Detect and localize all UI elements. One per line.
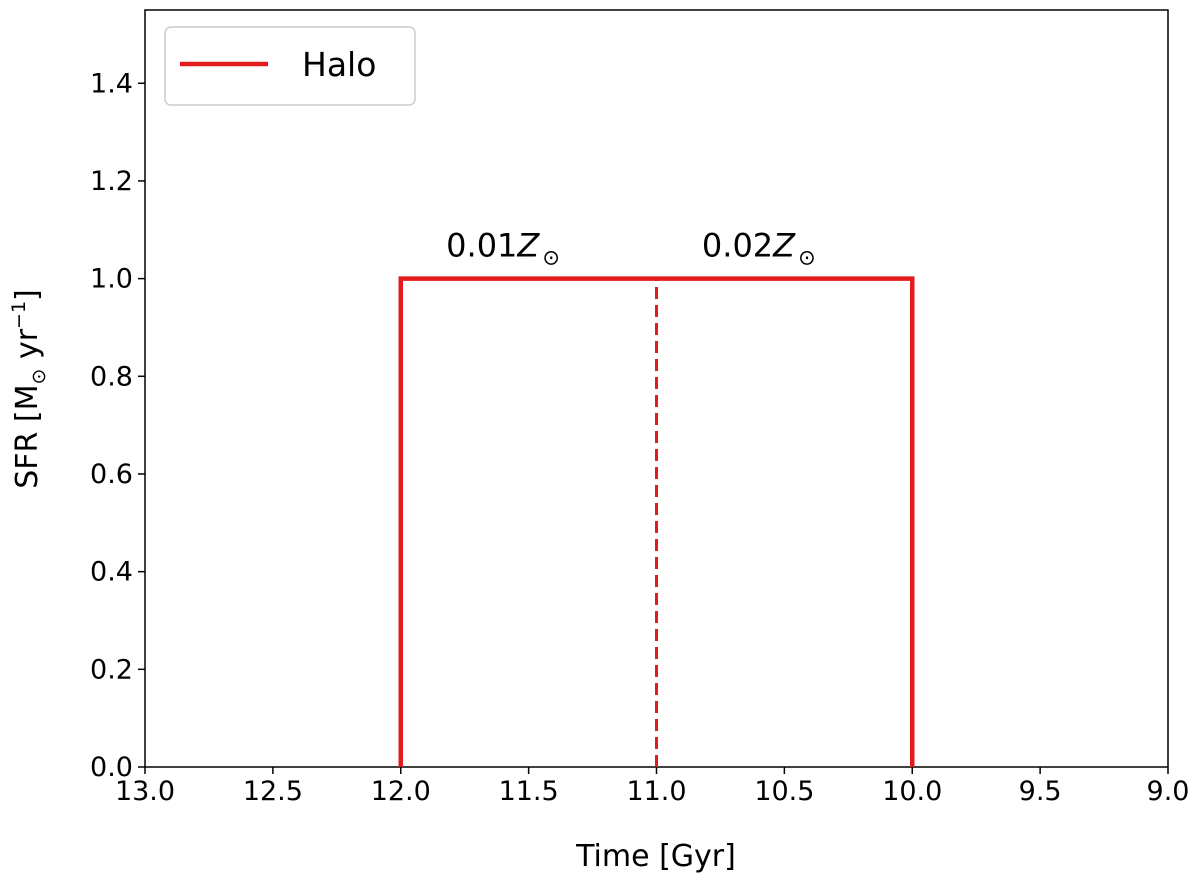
y-tick-label: 0.2 xyxy=(90,654,133,685)
legend-box xyxy=(164,26,416,106)
y-tick-label: 0.6 xyxy=(90,459,133,490)
x-tick-label: 12.0 xyxy=(371,776,431,807)
y-axis-label: SFR [M⊙ yr−1] xyxy=(8,289,50,489)
y-tick-label: 0.8 xyxy=(90,361,133,392)
metallicity-annotation: 0.02Z ⊙ xyxy=(702,226,816,269)
x-tick-label: 10.0 xyxy=(882,776,942,807)
legend: Halo xyxy=(164,26,416,106)
legend-label-halo: Halo xyxy=(302,45,376,84)
y-tick-label: 0.4 xyxy=(90,557,133,588)
metallicity-annotation: 0.01Z ⊙ xyxy=(446,226,560,269)
y-tick-label: 1.4 xyxy=(90,68,133,99)
y-tick-label: 1.2 xyxy=(90,166,133,197)
x-tick-label: 11.5 xyxy=(499,776,559,807)
x-tick-label: 13.0 xyxy=(115,776,175,807)
x-axis-label: Time [Gyr] xyxy=(575,839,736,874)
x-tick-label: 9.5 xyxy=(1019,776,1062,807)
x-tick-label: 9.0 xyxy=(1147,776,1190,807)
y-tick-label: 1.0 xyxy=(90,264,133,295)
x-tick-label: 10.5 xyxy=(754,776,814,807)
x-tick-label: 12.5 xyxy=(243,776,303,807)
y-tick-label: 0.0 xyxy=(90,752,133,783)
x-tick-label: 11.0 xyxy=(626,776,686,807)
